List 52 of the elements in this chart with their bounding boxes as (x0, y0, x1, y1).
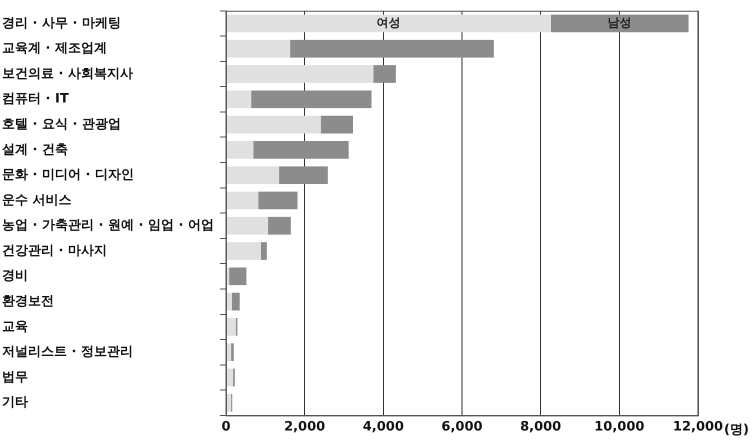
bar (226, 368, 234, 386)
bar (279, 166, 328, 184)
bar (226, 216, 268, 235)
y-tick-label: 교육계 · 제조업계 (2, 41, 107, 56)
bar (226, 116, 321, 134)
bar (373, 65, 396, 83)
bar (226, 242, 261, 260)
y-tick-label: 운수 서비스 (2, 192, 72, 208)
series-label: 남성 (608, 16, 632, 30)
y-tick-label: 교육 (2, 319, 28, 334)
y-tick-label: 법무 (2, 370, 28, 385)
bar (232, 292, 240, 310)
x-tick-label: 12,000 (672, 420, 724, 435)
y-tick-label: 경비 (2, 268, 28, 284)
y-tick-label: 환경보전 (2, 294, 54, 309)
y-tick-label: 호텔 · 요식 · 관광업 (2, 116, 121, 132)
y-tick-label: 저널리스트 · 정보관리 (2, 344, 133, 360)
bar (226, 318, 236, 336)
bar (251, 90, 372, 108)
bar (226, 90, 252, 108)
y-tick-label: 보건의료 · 사회복지사 (2, 66, 133, 82)
y-tick-label: 문화 · 미디어 · 디자인 (2, 168, 134, 183)
bar (226, 192, 258, 210)
bar (226, 292, 232, 310)
y-tick-label: 건강관리 · 마사지 (2, 243, 107, 258)
bar (226, 65, 374, 83)
bar (253, 141, 349, 159)
x-tick-label: 10,000 (594, 420, 644, 435)
bar (258, 192, 298, 210)
y-tick-label: 경리 · 사무 · 마케팅 (2, 16, 121, 31)
bar (260, 242, 267, 260)
y-tick-label: 설계 · 건축 (2, 142, 68, 158)
bar (229, 267, 246, 286)
bar (550, 14, 689, 32)
x-tick-label: 4,000 (362, 420, 404, 435)
bar (320, 116, 354, 134)
y-tick-label: 컴퓨터 · IT (2, 92, 69, 107)
bar (268, 216, 291, 235)
bar (290, 40, 494, 58)
x-tick-label: 0 (221, 420, 230, 435)
bar (231, 343, 234, 362)
bar (226, 40, 290, 58)
bar (226, 14, 551, 32)
x-axis-title: (명) (724, 422, 749, 438)
series-label: 여성 (376, 16, 401, 30)
x-tick-label: 2,000 (284, 420, 326, 435)
bar (226, 141, 254, 159)
y-tick-label: 기타 (2, 395, 28, 410)
x-tick-label: 6,000 (441, 420, 483, 435)
bar (226, 166, 280, 184)
x-tick-label: 8,000 (520, 420, 562, 435)
y-tick-label: 농업 · 가축관리 · 원예 · 임업 · 어업 (2, 218, 214, 234)
